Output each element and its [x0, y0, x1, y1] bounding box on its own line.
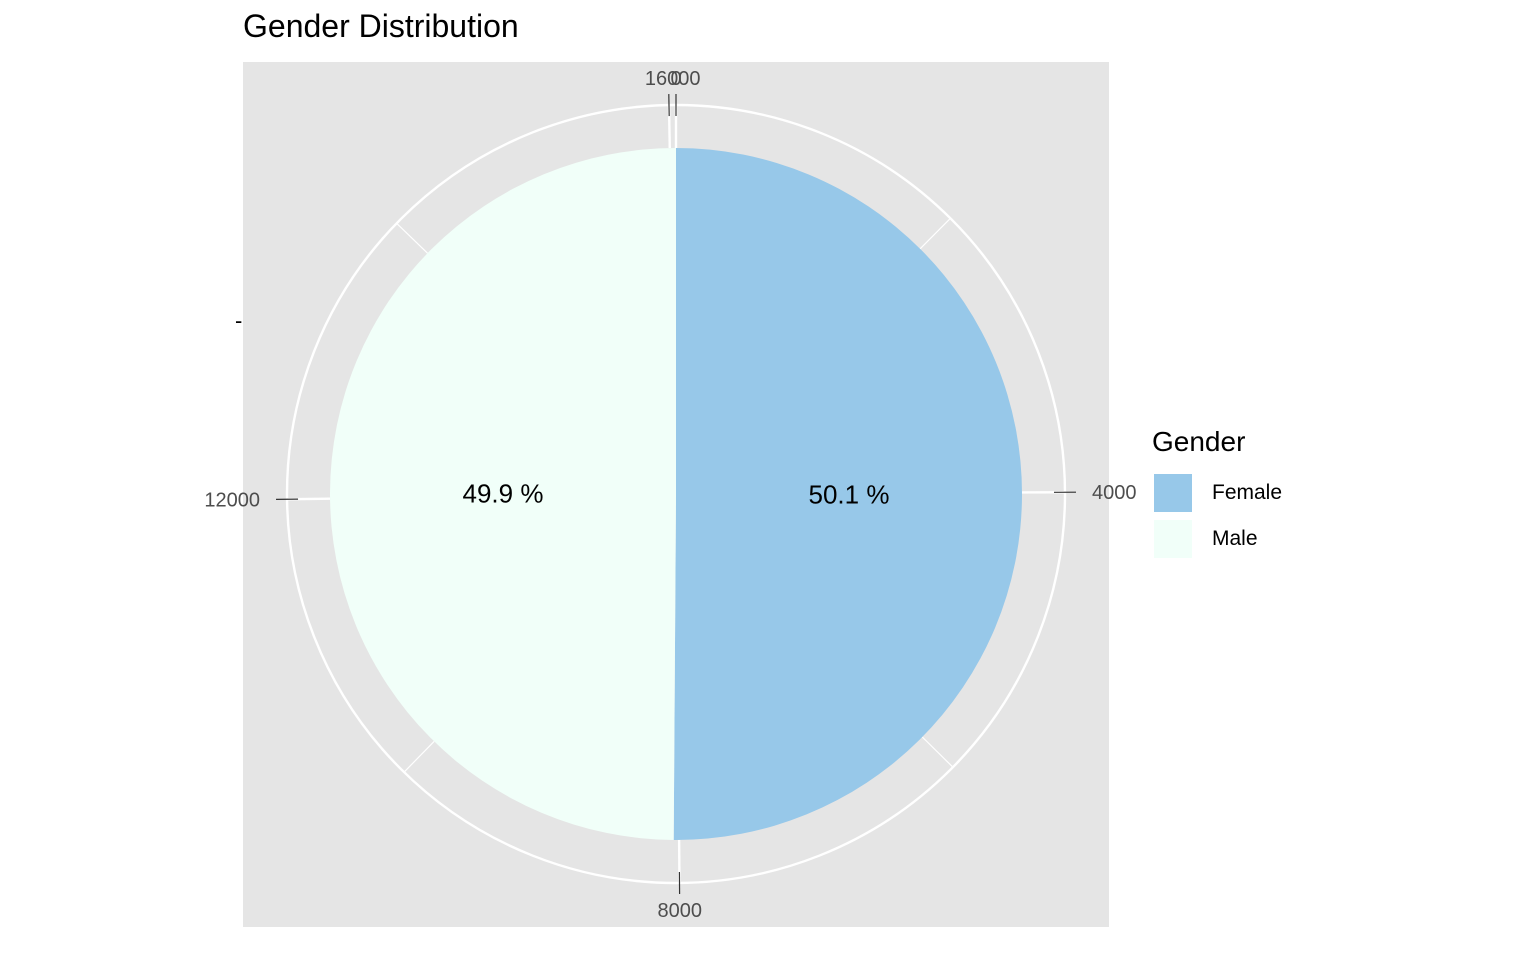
slice-label-female: 50.1 %: [809, 480, 890, 510]
minor-grid-line: [396, 222, 428, 254]
tick-label: 12000: [204, 490, 260, 512]
minor-grid-line: [403, 740, 435, 773]
minor-grid-line: [921, 736, 954, 768]
legend-item-male: Male: [1152, 516, 1282, 562]
tick-label: 8000: [657, 900, 702, 922]
legend-title: Gender: [1152, 426, 1246, 457]
slices-layer: [330, 148, 1023, 840]
legend: Gender Female Male: [1152, 426, 1282, 562]
legend-key-male: [1152, 518, 1194, 560]
legend-label-male: Male: [1212, 527, 1258, 550]
ticks-layer: 0 4000 8000 12000 16000: [204, 68, 1136, 922]
legend-label-female: Female: [1212, 481, 1283, 504]
pie-slice-female: [673, 148, 1023, 840]
slice-label-male: 49.9 %: [463, 478, 544, 508]
chart-title: Gender Distribution: [243, 8, 519, 44]
legend-key-female: [1152, 472, 1194, 514]
labels-layer: 50.1 % 49.9 %: [463, 478, 890, 509]
legend-item-female: Female: [1152, 470, 1282, 516]
tick-label: 0: [670, 68, 681, 90]
minor-grid-line: [919, 217, 951, 250]
y-axis-label: -: [235, 308, 243, 333]
pie-slice-male: [330, 148, 676, 840]
tick-label: 16000: [645, 68, 701, 90]
tick-label: 4000: [1092, 482, 1137, 504]
